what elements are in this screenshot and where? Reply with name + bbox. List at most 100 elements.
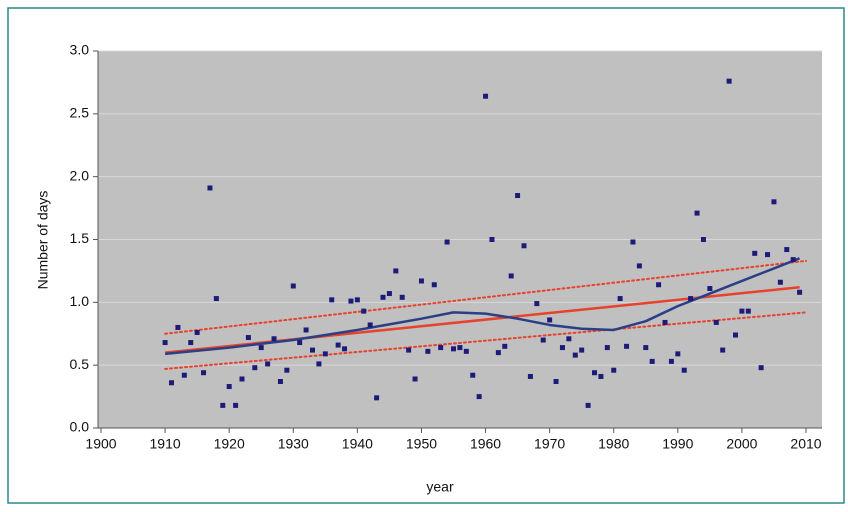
data-point xyxy=(675,351,681,357)
data-point xyxy=(476,394,482,400)
data-point xyxy=(515,193,521,199)
data-point xyxy=(739,308,745,314)
x-tick-label: 1990 xyxy=(662,436,693,452)
data-point xyxy=(572,352,578,358)
x-tick-label: 1970 xyxy=(534,436,565,452)
data-point xyxy=(380,294,386,300)
data-point xyxy=(765,252,771,258)
data-point xyxy=(303,327,309,333)
data-point xyxy=(277,379,283,385)
confidence-line xyxy=(164,259,807,335)
data-point xyxy=(451,346,456,352)
data-point xyxy=(790,257,796,263)
data-point xyxy=(585,402,591,408)
data-point xyxy=(444,239,450,245)
data-point xyxy=(502,343,508,349)
data-point xyxy=(386,291,392,297)
data-point xyxy=(733,332,738,338)
data-point xyxy=(213,296,219,302)
data-point xyxy=(668,358,674,364)
y-tick-label: 1.0 xyxy=(70,293,90,309)
data-point xyxy=(566,336,572,342)
y-tick-label: 2.0 xyxy=(70,167,90,183)
y-tick-label: 0.0 xyxy=(70,419,90,435)
data-point xyxy=(489,237,495,242)
data-point xyxy=(425,348,431,354)
data-point xyxy=(483,93,489,99)
data-point xyxy=(393,268,399,274)
data-point xyxy=(438,345,444,351)
data-point xyxy=(322,351,328,357)
data-point xyxy=(688,296,694,302)
data-point xyxy=(194,329,200,335)
y-tick-label: 0.5 xyxy=(70,356,90,372)
data-point xyxy=(399,294,405,300)
x-tick-label: 2000 xyxy=(726,436,757,452)
y-tick-label: 1.5 xyxy=(70,230,90,246)
data-point xyxy=(457,345,463,351)
y-axis-label: Number of days xyxy=(35,191,51,290)
data-point xyxy=(752,250,758,256)
data-point xyxy=(540,337,546,343)
x-tick-label: 1940 xyxy=(342,436,373,452)
data-point xyxy=(239,376,245,382)
data-point xyxy=(431,282,437,288)
data-point xyxy=(720,347,726,353)
data-point xyxy=(617,296,623,302)
data-point xyxy=(495,350,501,356)
data-point xyxy=(758,365,764,371)
data-point xyxy=(181,372,187,378)
data-point xyxy=(521,243,527,249)
data-point xyxy=(559,345,565,351)
data-point xyxy=(201,370,207,376)
data-point xyxy=(188,340,194,346)
data-point xyxy=(245,335,251,341)
data-point xyxy=(329,297,335,303)
data-point xyxy=(175,324,181,330)
x-tick-label: 1930 xyxy=(278,436,309,452)
data-point xyxy=(771,199,777,205)
x-tick-label: 1900 xyxy=(85,436,116,452)
data-point xyxy=(354,297,360,303)
confidence-line xyxy=(164,311,807,370)
data-point xyxy=(348,298,354,304)
data-point xyxy=(643,345,649,351)
data-point xyxy=(797,289,803,295)
data-point xyxy=(553,379,559,385)
data-point xyxy=(335,342,341,348)
data-point xyxy=(470,372,476,378)
data-point xyxy=(463,348,469,354)
data-point xyxy=(784,247,790,253)
x-tick-label: 1910 xyxy=(150,436,181,452)
data-point xyxy=(662,319,668,325)
x-axis-label: year xyxy=(426,479,454,495)
data-point xyxy=(342,346,348,352)
data-point xyxy=(374,395,380,401)
data-point xyxy=(707,286,713,292)
y-tick-label: 2.5 xyxy=(70,105,90,121)
data-point xyxy=(592,370,597,376)
data-point xyxy=(290,283,296,289)
x-tick-label: 2010 xyxy=(790,436,821,452)
trend-line xyxy=(164,257,801,356)
x-tick-label: 1980 xyxy=(598,436,629,452)
data-point xyxy=(508,273,514,279)
data-point xyxy=(361,308,367,314)
data-point xyxy=(310,347,315,353)
data-point xyxy=(207,185,213,191)
data-point xyxy=(598,373,604,379)
x-tick-label: 1950 xyxy=(406,436,437,452)
data-point xyxy=(265,361,271,367)
data-point xyxy=(226,384,232,390)
data-point xyxy=(220,402,226,408)
data-point xyxy=(656,282,662,288)
data-point xyxy=(527,373,533,379)
data-point xyxy=(406,347,412,353)
y-tick-label: 3.0 xyxy=(70,42,90,58)
data-point xyxy=(630,239,636,245)
data-point xyxy=(316,361,322,367)
x-tick-label: 1920 xyxy=(214,436,245,452)
data-point xyxy=(547,317,553,323)
x-tick-label: 1960 xyxy=(470,436,501,452)
